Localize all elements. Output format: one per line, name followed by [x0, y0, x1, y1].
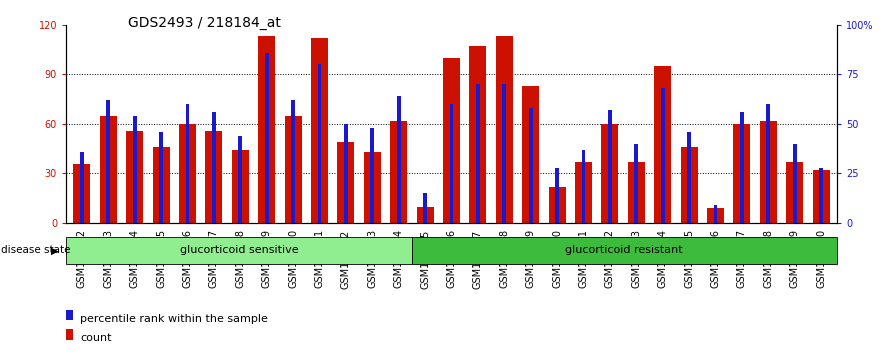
Bar	[549, 187, 566, 223]
Bar	[205, 131, 223, 223]
Bar	[417, 206, 433, 223]
Bar	[443, 58, 460, 223]
Bar	[107, 100, 110, 223]
Bar	[496, 36, 513, 223]
Bar	[285, 116, 301, 223]
Bar	[73, 164, 91, 223]
Bar	[318, 64, 322, 223]
Bar	[812, 170, 830, 223]
Bar	[529, 108, 533, 223]
Bar	[390, 121, 407, 223]
Bar	[232, 150, 249, 223]
Bar	[476, 84, 480, 223]
Bar	[133, 116, 137, 223]
Bar	[292, 100, 295, 223]
Bar	[364, 152, 381, 223]
Bar	[311, 38, 328, 223]
Text: GDS2493 / 218184_at: GDS2493 / 218184_at	[128, 16, 281, 30]
Bar	[680, 147, 698, 223]
Bar	[555, 167, 559, 223]
Bar	[126, 131, 144, 223]
Bar	[634, 144, 638, 223]
Bar	[396, 96, 401, 223]
Bar	[602, 124, 618, 223]
Bar	[179, 124, 196, 223]
Bar	[100, 116, 117, 223]
Bar	[370, 128, 374, 223]
Bar	[66, 237, 411, 264]
Bar	[265, 52, 269, 223]
Bar	[608, 110, 611, 223]
Bar	[239, 136, 242, 223]
Bar	[654, 66, 671, 223]
Bar	[411, 237, 837, 264]
Text: count: count	[80, 333, 112, 343]
Bar	[152, 147, 170, 223]
Bar	[522, 86, 539, 223]
Bar	[628, 162, 645, 223]
Bar	[793, 144, 796, 223]
Text: percentile rank within the sample: percentile rank within the sample	[80, 314, 268, 324]
Bar	[258, 36, 275, 223]
Bar	[759, 121, 777, 223]
Text: disease state: disease state	[1, 245, 70, 256]
Bar	[344, 124, 348, 223]
Bar	[575, 162, 592, 223]
Text: glucorticoid sensitive: glucorticoid sensitive	[180, 245, 298, 256]
Bar	[449, 104, 454, 223]
Bar	[186, 104, 189, 223]
Bar	[766, 104, 770, 223]
Bar	[212, 112, 216, 223]
Bar	[337, 142, 354, 223]
Bar	[661, 88, 664, 223]
Bar	[581, 150, 585, 223]
Bar	[707, 208, 724, 223]
Bar	[159, 132, 163, 223]
Bar	[714, 205, 717, 223]
Bar	[687, 132, 691, 223]
Bar	[470, 46, 486, 223]
Bar	[423, 193, 427, 223]
Bar	[733, 124, 751, 223]
Bar	[502, 84, 507, 223]
Text: ▶: ▶	[51, 245, 59, 256]
Bar	[786, 162, 803, 223]
Bar	[80, 152, 84, 223]
Bar	[819, 167, 823, 223]
Bar	[740, 112, 744, 223]
Text: glucorticoid resistant: glucorticoid resistant	[566, 245, 683, 256]
